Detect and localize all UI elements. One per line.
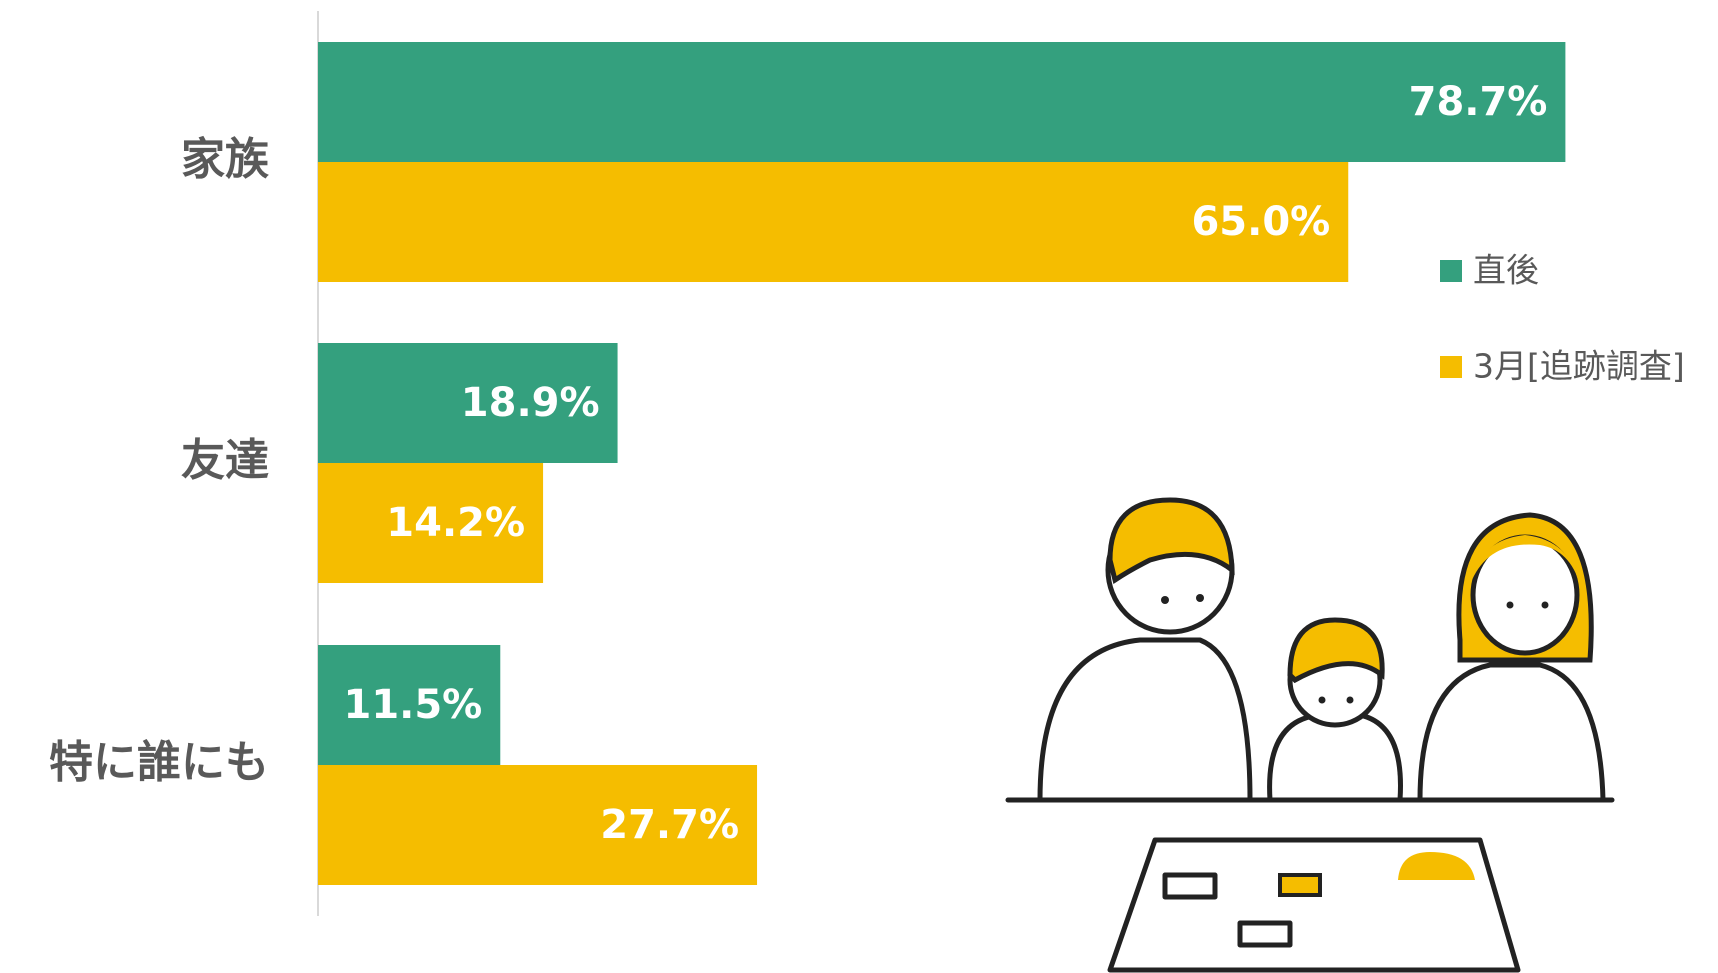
legend-swatch xyxy=(1440,260,1462,282)
bar xyxy=(318,645,501,765)
value-label: 11.5% xyxy=(343,682,482,728)
bar xyxy=(318,42,1566,162)
bar xyxy=(318,343,618,463)
category-label: 家族 xyxy=(181,134,269,185)
illustration xyxy=(1005,497,1615,973)
category-label: 友達 xyxy=(181,435,269,486)
value-label: 18.9% xyxy=(461,380,600,426)
legend-swatch xyxy=(1440,356,1462,378)
legend-label: 3月[追跡調査] xyxy=(1473,347,1685,386)
value-label: 14.2% xyxy=(386,500,525,546)
legend-label: 直後 xyxy=(1473,251,1539,290)
value-label: 27.7% xyxy=(600,802,739,848)
value-label: 78.7% xyxy=(1409,79,1548,125)
bar xyxy=(318,463,544,583)
value-label: 65.0% xyxy=(1191,199,1330,245)
bar xyxy=(318,162,1349,282)
category-label: 特に誰にも xyxy=(49,737,269,788)
bar xyxy=(318,765,758,885)
